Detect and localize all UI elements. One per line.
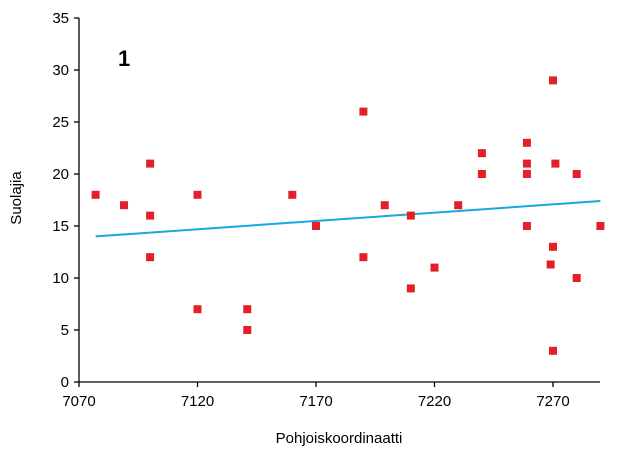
data-point	[551, 159, 560, 168]
data-point	[522, 170, 531, 178]
y-tick-label: 30	[52, 62, 69, 79]
data-point	[572, 170, 581, 178]
data-point	[288, 190, 297, 199]
data-point	[380, 201, 389, 210]
data-point	[522, 159, 531, 168]
data-point	[406, 211, 415, 220]
data-point	[146, 211, 155, 220]
data-point	[359, 107, 368, 116]
x-tick-label: 7070	[62, 393, 95, 410]
data-point	[549, 242, 557, 251]
data-point	[477, 149, 486, 158]
y-axis-title: Suolajia	[8, 171, 25, 225]
data-point	[477, 170, 486, 178]
data-point	[359, 253, 368, 262]
data-point	[193, 190, 202, 199]
data-point	[243, 305, 252, 314]
y-tick-label: 25	[52, 114, 69, 131]
data-point	[406, 284, 415, 293]
data-point	[522, 222, 531, 230]
data-point	[572, 274, 581, 282]
y-tick-label: 15	[52, 218, 69, 235]
data-point	[91, 190, 100, 199]
data-point	[596, 222, 605, 230]
x-tick-label: 7270	[536, 393, 569, 410]
data-point	[120, 201, 129, 210]
panel-label: 1	[118, 46, 130, 71]
y-tick-label: 20	[52, 166, 69, 183]
data-point	[146, 159, 155, 168]
x-tick-label: 7120	[181, 393, 214, 410]
data-point	[522, 138, 531, 147]
data-point	[193, 305, 202, 314]
y-tick-label: 5	[61, 322, 69, 339]
x-axis-title: Pohjoiskoordinaatti	[276, 430, 403, 447]
y-tick-label: 35	[52, 10, 69, 27]
plot-area: 0 5 10 15 20 25 30 35 7070 7120 7170 7220 7270	[52, 10, 605, 410]
data-point	[546, 260, 555, 269]
y-tick-label: 10	[52, 270, 69, 287]
x-tick-label: 7220	[418, 393, 451, 410]
data-point	[454, 201, 463, 210]
trend-line	[95, 200, 601, 238]
data-point	[243, 326, 252, 334]
data-point	[430, 263, 439, 272]
y-tick-label: 0	[61, 374, 69, 391]
data-point	[146, 253, 155, 262]
x-tick-label: 7170	[299, 393, 332, 410]
data-point	[549, 346, 557, 355]
data-point	[549, 76, 557, 85]
data-point	[312, 222, 320, 230]
